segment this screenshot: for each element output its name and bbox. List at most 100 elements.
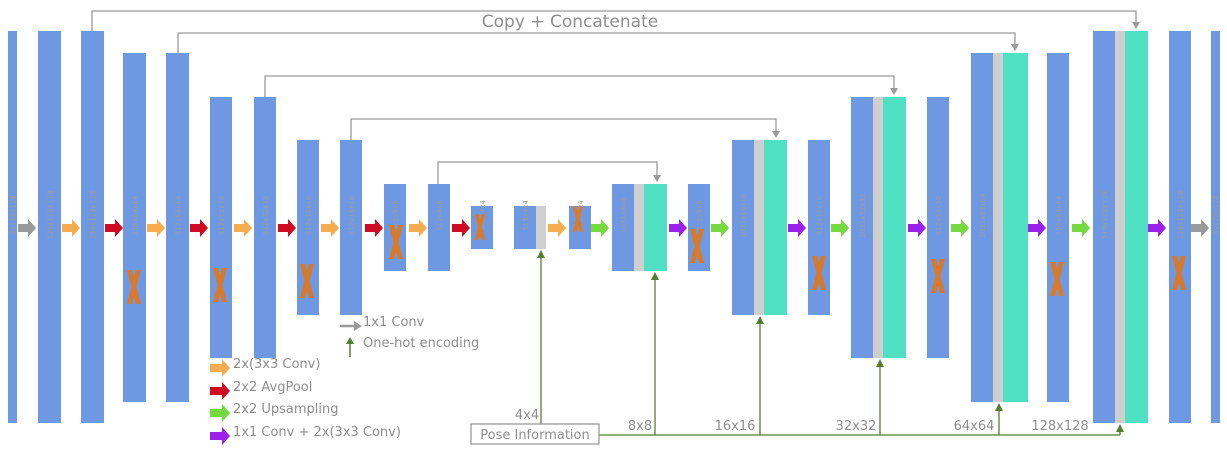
conv1x1-conv3x3-arrow	[1148, 219, 1166, 237]
upsampling-arrow	[591, 219, 609, 237]
avgpool-arrow	[452, 219, 470, 237]
dropout-x-mark	[572, 206, 584, 232]
dropout-stroke	[1172, 256, 1186, 290]
block-dimension-label: 256x128x128	[90, 191, 98, 239]
dropout-x-mark	[127, 270, 141, 304]
block-dimension-label: 512x16x16	[816, 195, 824, 235]
dropout-stroke	[812, 256, 826, 290]
pose-resolution-label: 32x32	[836, 419, 877, 434]
pose-arrowhead	[876, 359, 884, 367]
legend-avgpool-label: 2x2 AvgPool	[233, 380, 312, 395]
block-dimension-label: 128x128x128	[1177, 191, 1185, 239]
block-dimension-label: 128x128x128	[47, 191, 55, 239]
legend-conv1x1-icon	[354, 321, 362, 331]
block-dimension-label: 512x8x8	[392, 200, 400, 231]
pose-arrowhead	[756, 316, 764, 324]
dropout-x-mark	[300, 264, 314, 298]
legend-avgpool-icon	[210, 382, 230, 400]
block-dimension-label: 1031x32x32	[859, 194, 867, 238]
skip-connection-arrowhead	[772, 131, 780, 138]
block-dimension-label: 512x64x64	[175, 195, 183, 235]
upsampling-arrow	[711, 219, 729, 237]
pose-channel-block	[754, 140, 764, 315]
legend-conv3x3-label: 2x(3x3 Conv)	[233, 357, 320, 372]
dropout-x-mark	[1050, 262, 1064, 296]
conv3x3-arrow	[62, 219, 80, 237]
block-dimension-label: 512x32x32	[218, 196, 226, 235]
conv3x3-arrow	[548, 219, 566, 237]
feature-map-block	[340, 140, 362, 315]
dropout-stroke	[389, 225, 403, 259]
pose-channel-block	[873, 97, 883, 358]
skip-feature-block	[644, 184, 667, 271]
skip-connection-line	[264, 75, 895, 97]
pose-resolution-label: 16x16	[715, 419, 756, 434]
skip-feature-block	[1003, 53, 1028, 402]
pose-resolution-label: 128x128	[1031, 419, 1088, 434]
dropout-stroke	[572, 206, 584, 232]
conv3x3-arrow	[147, 219, 165, 237]
title-copy-concatenate: Copy + Concatenate	[482, 12, 658, 32]
feature-map-block	[123, 53, 146, 402]
skip-connection-line	[437, 161, 658, 184]
block-dimension-label: 1031x16x16	[740, 193, 748, 237]
block-dimension-label: 512x32x32	[935, 196, 943, 235]
block-dimension-label: 512x32x32	[262, 196, 270, 235]
pose-resolution-label: 4x4	[515, 408, 539, 423]
conv3x3-arrow	[234, 219, 252, 237]
feature-map-block	[612, 184, 634, 271]
feature-map-block	[81, 31, 104, 423]
block-dimension-label: 512x16x16	[305, 195, 313, 235]
conv1x1-arrow	[1191, 219, 1209, 237]
dropout-stroke	[690, 229, 704, 263]
feature-map-block	[971, 53, 993, 402]
conv1x1-arrow	[18, 219, 36, 237]
conv1x1-conv3x3-arrow	[908, 219, 926, 237]
dropout-x-mark	[1172, 256, 1186, 290]
dropout-stroke	[127, 270, 141, 304]
skip-feature-block	[1125, 31, 1148, 423]
upsampling-arrow	[1072, 219, 1090, 237]
dropout-stroke	[1050, 262, 1064, 296]
pose-information-box	[470, 423, 600, 445]
legend-conv1x1-conv3x3-label: 1x1 Conv + 2x(3x3 Conv)	[233, 425, 401, 440]
pose-channel-block	[536, 206, 546, 249]
dropout-x-mark	[931, 259, 945, 293]
feature-map-block	[38, 31, 61, 423]
skip-connection-arrowhead	[653, 175, 661, 182]
skip-connection-line	[350, 118, 777, 140]
block-dimension-label: 512x8x8	[436, 200, 444, 231]
conv1x1-conv3x3-arrow	[1028, 219, 1046, 237]
feature-map-block	[808, 140, 830, 315]
block-dimension-label: 512x8x8	[696, 200, 704, 231]
block-dimension-label: 1031x8x8	[620, 198, 628, 233]
dropout-x-mark	[474, 214, 486, 240]
feature-map-block	[428, 184, 450, 271]
upsampling-arrow	[831, 219, 849, 237]
legend-onehot-icon	[346, 337, 354, 344]
skip-connection-line	[177, 32, 1016, 53]
avgpool-arrow	[190, 219, 208, 237]
feature-map-block	[688, 184, 710, 271]
legend-conv3x3-icon	[210, 359, 230, 377]
conv3x3-arrow	[321, 219, 339, 237]
avgpool-arrow	[365, 219, 383, 237]
feature-map-block	[1169, 31, 1191, 423]
block-dimension-label: 519x128x128	[1101, 191, 1109, 239]
avgpool-arrow	[278, 219, 296, 237]
pose-channel-block	[993, 53, 1003, 402]
legend-conv1x1-conv3x3-icon	[210, 427, 230, 445]
legend-onehot-label: One-hot encoding	[363, 336, 479, 351]
dropout-x-mark	[812, 256, 826, 290]
avgpool-arrow	[105, 219, 123, 237]
dropout-stroke	[213, 268, 227, 302]
block-dimension-label: 256x64x64	[132, 195, 140, 235]
block-dimension-label: 519x4x4	[522, 200, 530, 231]
feature-map-block	[166, 53, 189, 402]
conv3x3-arrow	[409, 219, 427, 237]
pose-arrowhead	[537, 250, 545, 258]
skip-connection-arrowhead	[1011, 44, 1019, 51]
pose-resolution-label: 64x64	[954, 419, 995, 434]
pose-information-label: Pose Information	[480, 428, 589, 443]
conv1x1-conv3x3-arrow	[788, 219, 806, 237]
